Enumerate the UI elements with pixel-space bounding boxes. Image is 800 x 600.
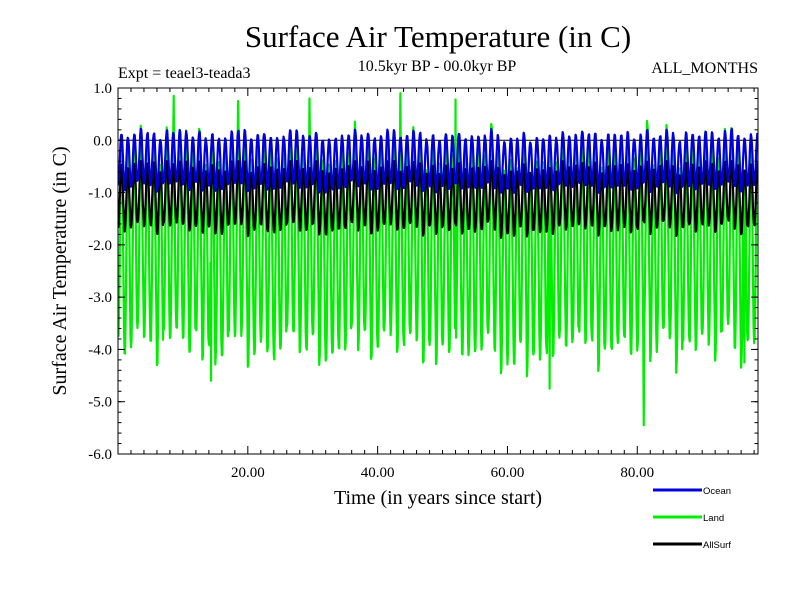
months-label: ALL_MONTHS	[651, 60, 758, 77]
legend: Ocean Land AllSurf	[653, 486, 731, 551]
x-axis-label: Time (in years since start)	[334, 487, 542, 509]
plot-frame	[117, 87, 759, 455]
y-tick-label: -3.0	[88, 290, 112, 306]
y-axis-label: Surface Air Temperature (in C)	[49, 146, 71, 395]
y-tick-label: -1.0	[88, 186, 112, 202]
x-tick-label: 40.00	[361, 465, 395, 481]
series-line-ocean	[118, 127, 758, 195]
period-label: 10.5kyr BP - 00.0kyr BP	[358, 58, 517, 75]
y-tick-label: 1.0	[93, 81, 112, 97]
x-tick-label: 80.00	[620, 465, 654, 481]
y-tick-label: -4.0	[88, 342, 112, 358]
series-line-allsurf	[118, 160, 758, 239]
chart-title: Surface Air Temperature (in C)	[245, 19, 631, 54]
y-tick-label: 0.0	[93, 133, 112, 149]
y-tick-label: -2.0	[88, 238, 112, 254]
x-tick-label: 20.00	[231, 465, 265, 481]
legend-label-allsurf: AllSurf	[703, 540, 731, 551]
experiment-label: Expt = teael3-teada3	[118, 65, 251, 82]
y-tick-label: -6.0	[88, 447, 112, 463]
x-tick-label: 60.00	[491, 465, 525, 481]
legend-label-land: Land	[703, 513, 724, 524]
y-tick-label: -5.0	[88, 395, 112, 411]
legend-label-ocean: Ocean	[703, 486, 731, 497]
plot-area: 1.0 0.0 -1.0 -2.0 -3.0 -4.0 -5.0 -6.0 20.00 40.00…	[88, 81, 759, 481]
